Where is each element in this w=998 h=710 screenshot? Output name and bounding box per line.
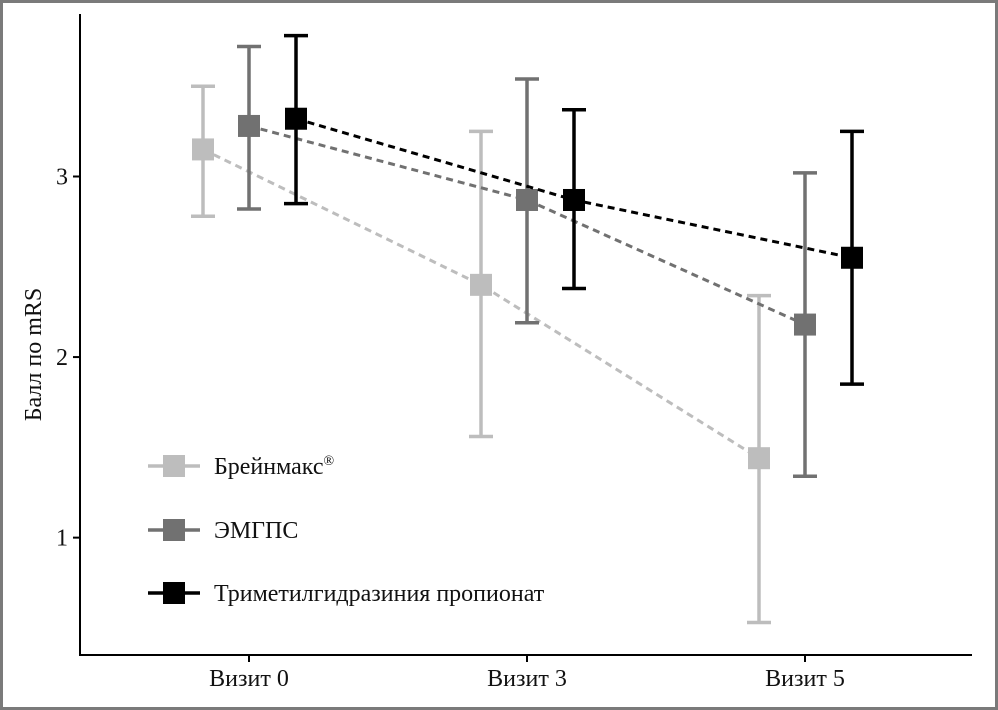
data-point-marker [285,107,307,130]
x-tick-label: Визит 3 [487,666,567,692]
data-point-marker [794,313,816,336]
legend-label-text: Триметилгидразиния пропионат [214,581,545,607]
series-3 [284,33,864,386]
y-tick-label: 1 [56,526,68,552]
data-point-marker [192,138,214,161]
data-point-marker [470,273,492,296]
legend-label: Триметилгидразиния пропионат [214,581,545,607]
data-point-marker [748,447,770,470]
x-ticks: Визит 0 Визит 3 Визит 5 [209,655,845,692]
x-tick-label: Визит 5 [765,666,845,692]
legend-marker [163,582,185,604]
y-tick-label: 3 [56,165,68,191]
data-point-marker [516,188,538,211]
legend-label-text: Брейнмакс [214,454,324,480]
legend-item: ЭМГПС [148,518,298,544]
data-point-marker [841,246,863,269]
data-point-marker [238,114,260,137]
legend: Брейнмакс® ЭМГПС Триметилгидразиния пропио… [148,454,545,607]
y-tick-label: 2 [56,345,68,371]
series-2 [237,44,817,478]
legend-label: Брейнмакс® [214,454,335,480]
series-layer [191,33,864,625]
legend-label-text: ЭМГПС [214,518,298,544]
legend-item: Триметилгидразиния пропионат [148,581,545,607]
x-tick-label: Визит 0 [209,666,289,692]
legend-label: ЭМГПС [214,518,298,544]
series-1 [191,84,771,625]
y-axis-title: Балл по mRS [21,288,47,421]
legend-label-sup: ® [324,454,335,469]
legend-marker [163,455,185,477]
legend-marker [163,519,185,541]
legend-item: Брейнмакс® [148,454,335,480]
data-point-marker [563,188,585,211]
y-ticks: 1 2 3 [56,165,80,552]
